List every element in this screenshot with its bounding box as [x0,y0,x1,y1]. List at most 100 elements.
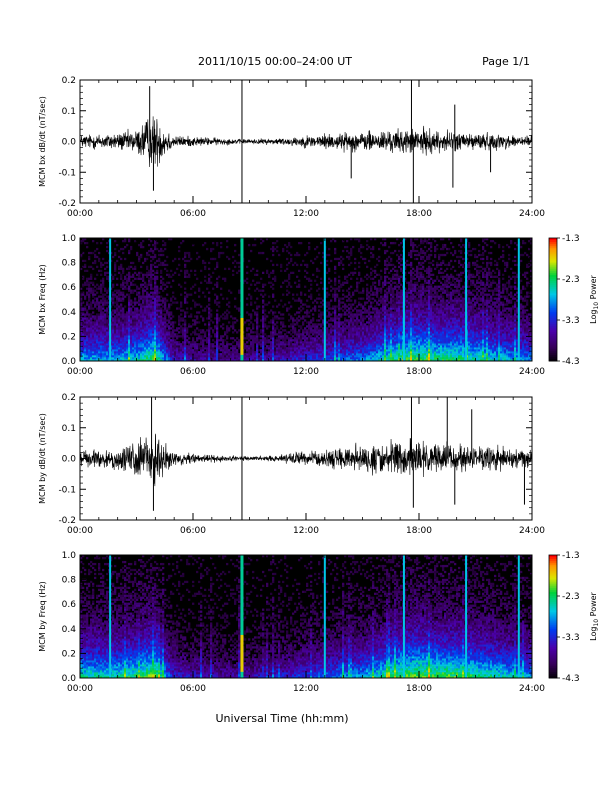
colorbar-segment [549,285,557,288]
colorbar-segment [549,559,557,562]
colorbar-segment [549,342,557,346]
colorbar-segment [549,320,557,323]
colorbar-label-rest: Power [589,591,598,618]
x-tick-label: 18:00 [406,367,432,377]
x-tick-label: 00:00 [67,526,93,536]
colorbar-segment [549,358,557,362]
colorbar-segment [549,246,557,249]
y-tick-label: 0.2 [62,76,76,86]
colorbar-segment [549,641,557,644]
colorbar-segment [549,608,557,611]
by-dbdt-panel: 00:00 06:00 12:00 18:00 24:00 -0.2 -0.1 0.0 0.1 0… [38,393,545,536]
x-tick-label: 24:00 [519,367,545,377]
y-axis-label: MCM bx Freq (Hz) [38,264,47,334]
page-indicator: Page 1/1 [482,55,530,68]
colorbar-segment [549,293,557,296]
x-tick-label: 12:00 [293,209,319,219]
colorbar-segment [549,283,557,286]
colorbar-segment [549,330,557,333]
x-tick-label: 06:00 [180,209,206,219]
y-tick-label: 0.2 [62,332,76,342]
x-tick-label: 18:00 [406,526,432,536]
colorbar-segment [549,295,557,298]
colorbar-segment [549,630,557,634]
colorbar-segment [549,618,557,622]
colorbar-segment [549,643,557,646]
colorbar-segment [549,616,557,620]
colorbar-segment [549,301,557,305]
colorbar-label-base: Log [589,310,598,324]
colorbar-tick-label: -4.3 [562,674,580,684]
colorbar-segment [549,596,557,599]
colorbar-segment [549,602,557,605]
x-tick-label: 24:00 [519,684,545,694]
colorbar-segment [549,311,557,315]
dbdt-trace [79,116,533,167]
colorbar-frame [548,554,558,679]
colorbar-segment [549,665,557,669]
colorbar-segment [549,583,557,587]
colorbar-segment [549,272,557,276]
bx-spectrogram-panel: 00:00 06:00 12:00 18:00 24:00 0.0 0.2 0.4 0.6 0.8… [38,234,600,377]
colorbar-segment [549,254,557,257]
by-spectrogram-panel: 00:00 06:00 12:00 18:00 24:00 0.0 0.2 0.4 0.6 0.8… [38,551,600,694]
colorbar-segment [549,262,557,266]
colorbar-segment [549,346,557,350]
colorbar-frame [548,237,558,362]
x-axis-label: Universal Time (hh:mm) [216,712,349,725]
colorbar-label-sub: 10 [593,619,600,627]
x-tick-label: 24:00 [519,209,545,219]
colorbar-segment [549,270,557,274]
bx-dbdt-panel: 00:00 06:00 12:00 18:00 24:00 -0.2 -0.1 0.0 0.1 0… [38,76,545,219]
colorbar-segment [549,336,557,339]
colorbar-segment [549,581,557,585]
colorbar-segment [549,600,557,603]
colorbar-segment [549,555,557,558]
y-tick-label: 1.0 [62,234,77,244]
colorbar-segment [549,561,557,564]
colorbar-segment [549,326,557,329]
colorbar-segment [549,324,557,327]
colorbar-segment [549,291,557,294]
colorbar-segment [549,591,557,595]
x-tick-label: 18:00 [406,209,432,219]
y-axis-label: MCM by dB/dt (nT/sec) [38,413,47,504]
colorbar-segment [549,669,557,673]
colorbar-segment [549,303,557,307]
colorbar-segment [549,305,557,309]
colorbar-segment [549,317,557,321]
y-tick-label: 1.0 [62,551,77,561]
y-tick-label: -0.2 [58,199,76,209]
colorbar-segment [549,348,557,352]
colorbar-segment [549,675,557,679]
colorbar-segment [549,248,557,251]
colorbar-segment [549,649,557,652]
y-tick-label: 0.6 [62,283,77,293]
colorbar-segment [549,628,557,632]
x-tick-label: 00:00 [67,684,93,694]
y-tick-label: -0.1 [58,168,76,178]
x-tick-label: 12:00 [293,526,319,536]
colorbar-segment [549,332,557,335]
colorbar-segment [549,632,557,636]
colorbar-segment [549,585,557,589]
colorbar-segment [549,256,557,259]
colorbar-segment [549,639,557,642]
report-title: 2011/10/15 00:00–24:00 UT [198,55,352,68]
y-tick-label: -0.2 [58,516,76,526]
y-axis-label: MCM by Freq (Hz) [38,581,47,651]
colorbar-segment [549,651,557,654]
colorbar-segment [549,569,557,572]
colorbar-segment [549,663,557,667]
colorbar-segment [549,297,557,300]
colorbar-segment [549,264,557,268]
colorbar-segment [549,647,557,650]
x-tick-label: 18:00 [406,684,432,694]
colorbar-tick-label: -4.3 [562,357,580,367]
y-tick-label: 0.4 [62,308,77,318]
colorbar-segment [549,354,557,358]
colorbar-segment [549,242,557,245]
colorbar-segment [549,614,557,617]
colorbar-segment [549,624,557,628]
